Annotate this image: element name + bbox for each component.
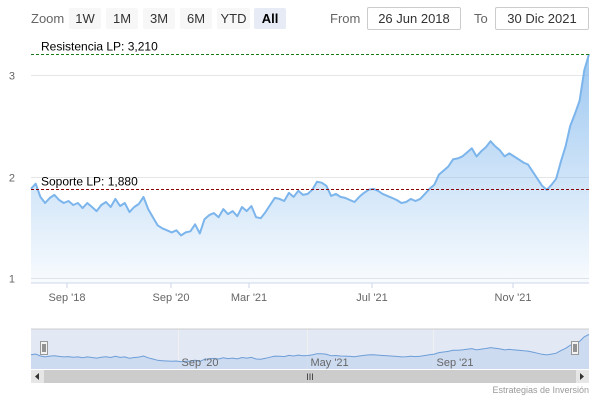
navigator-tick-label: Sep '20 [182,357,219,369]
zoom-all-button[interactable]: All [254,8,286,29]
navigator-left-handle[interactable] [40,341,48,355]
plot-line-label-0: Resistencia LP: 3,210 [41,40,158,54]
zoom-label: Zoom [31,11,65,26]
navigator-series-line [30,333,590,363]
zoom-ytd-button[interactable]: YTD [217,8,250,29]
y-axis: 1 2 3 [9,71,15,286]
to-label: To [474,11,488,26]
navigator[interactable]: Sep '20 May '21 Sep '21 [30,328,590,369]
scrollbar-thumb[interactable] [44,370,576,383]
navigator-tick-label: Sep '21 [437,357,474,369]
x-tick-label: Mar '21 [231,292,267,304]
x-axis: Sep '18 Sep '20 Mar '21 Jul '21 Nov '21 [49,283,532,304]
zoom-1w-button[interactable]: 1W [69,8,101,29]
zoom-1m-button[interactable]: 1M [106,8,138,29]
from-date-input[interactable]: 26 Jun 2018 [367,7,461,30]
y-tick-label: 3 [9,71,15,83]
plot-line-label-1: Soporte LP: 1,880 [41,175,138,189]
credits: Estrategias de Inversión [492,385,589,395]
navigator-x-axis: Sep '20 May '21 Sep '21 [182,357,474,369]
plot-lines: Resistencia LP: 3,210 Soporte LP: 1,880 [31,40,589,190]
series-line[interactable] [30,53,590,237]
x-tick-label: Jul '21 [356,292,387,304]
arrow-right-icon [580,373,584,380]
x-tick-label: Sep '20 [153,292,190,304]
y-tick-label: 2 [9,173,15,185]
series-area [31,54,589,283]
to-date-input[interactable]: 30 Dic 2021 [495,7,589,30]
x-tick-label: Sep '18 [49,292,86,304]
navigator-series-area [31,334,589,369]
zoom-3m-button[interactable]: 3M [143,8,175,29]
scrollbar[interactable]: III [31,370,589,383]
navigator-right-handle[interactable] [571,341,579,355]
scrollbar-grip: III [306,372,314,382]
arrow-left-icon [35,373,39,380]
from-label: From [330,11,361,26]
navigator-tick-label: May '21 [311,357,349,369]
zoom-6m-button[interactable]: 6M [180,8,212,29]
range-selector-toolbar: Zoom 1W 1M 3M 6M YTD All From 26 Jun 201… [0,0,607,36]
x-tick-label: Nov '21 [495,292,532,304]
y-tick-label: 1 [9,274,15,286]
